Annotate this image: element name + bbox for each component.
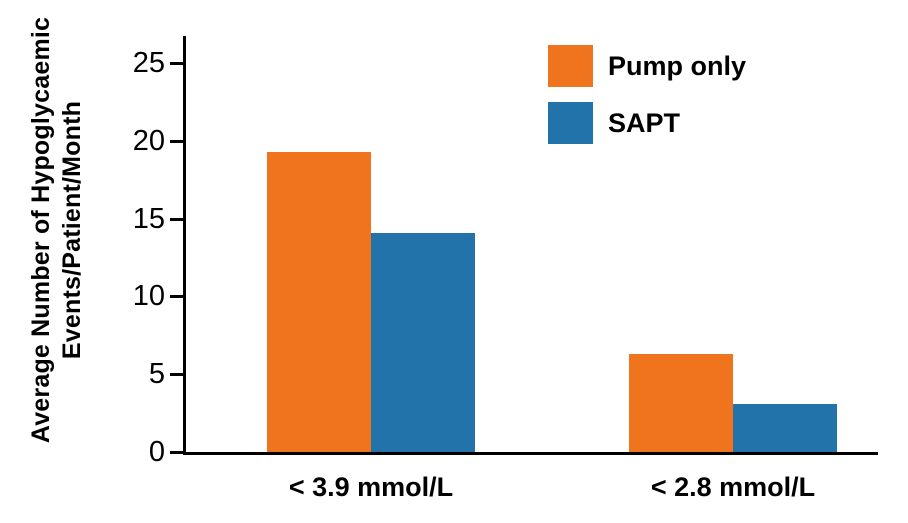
plot-area — [183, 36, 878, 455]
legend-swatch-icon — [548, 45, 593, 87]
legend-label: Pump only — [608, 50, 747, 81]
legend: Pump only SAPT — [548, 45, 746, 159]
y-tick-label-20: 20 — [132, 125, 165, 157]
legend-item-sapt: SAPT — [548, 102, 746, 144]
y-tick-mark-0 — [170, 451, 183, 454]
legend-swatch-icon — [548, 102, 593, 144]
bar-pump-only-group2 — [629, 354, 733, 452]
bar-pump-only-group1 — [267, 152, 371, 452]
y-tick-mark-10 — [170, 295, 183, 298]
y-tick-label-10: 10 — [132, 280, 165, 312]
y-axis-title: Average Number of Hypoglycaemic Events/P… — [26, 10, 88, 450]
x-category-label-1: < 3.9 mmol/L — [288, 472, 454, 502]
x-category-label-2: < 2.8 mmol/L — [650, 472, 816, 502]
y-axis-title-line1: Average Number of Hypoglycaemic — [27, 16, 55, 444]
legend-label: SAPT — [608, 107, 681, 138]
bar-sapt-group2 — [733, 404, 837, 452]
legend-item-pump-only: Pump only — [548, 45, 746, 87]
y-tick-mark-25 — [170, 62, 183, 65]
bar-sapt-group1 — [371, 233, 475, 452]
y-tick-label-0: 0 — [148, 436, 165, 468]
y-tick-mark-5 — [170, 373, 183, 376]
y-tick-label-25: 25 — [132, 47, 165, 79]
y-tick-label-15: 15 — [132, 203, 165, 235]
y-axis-title-line2: Events/Patient/Month — [58, 100, 86, 360]
y-tick-label-5: 5 — [148, 358, 165, 390]
y-tick-mark-15 — [170, 218, 183, 221]
y-tick-mark-20 — [170, 140, 183, 143]
